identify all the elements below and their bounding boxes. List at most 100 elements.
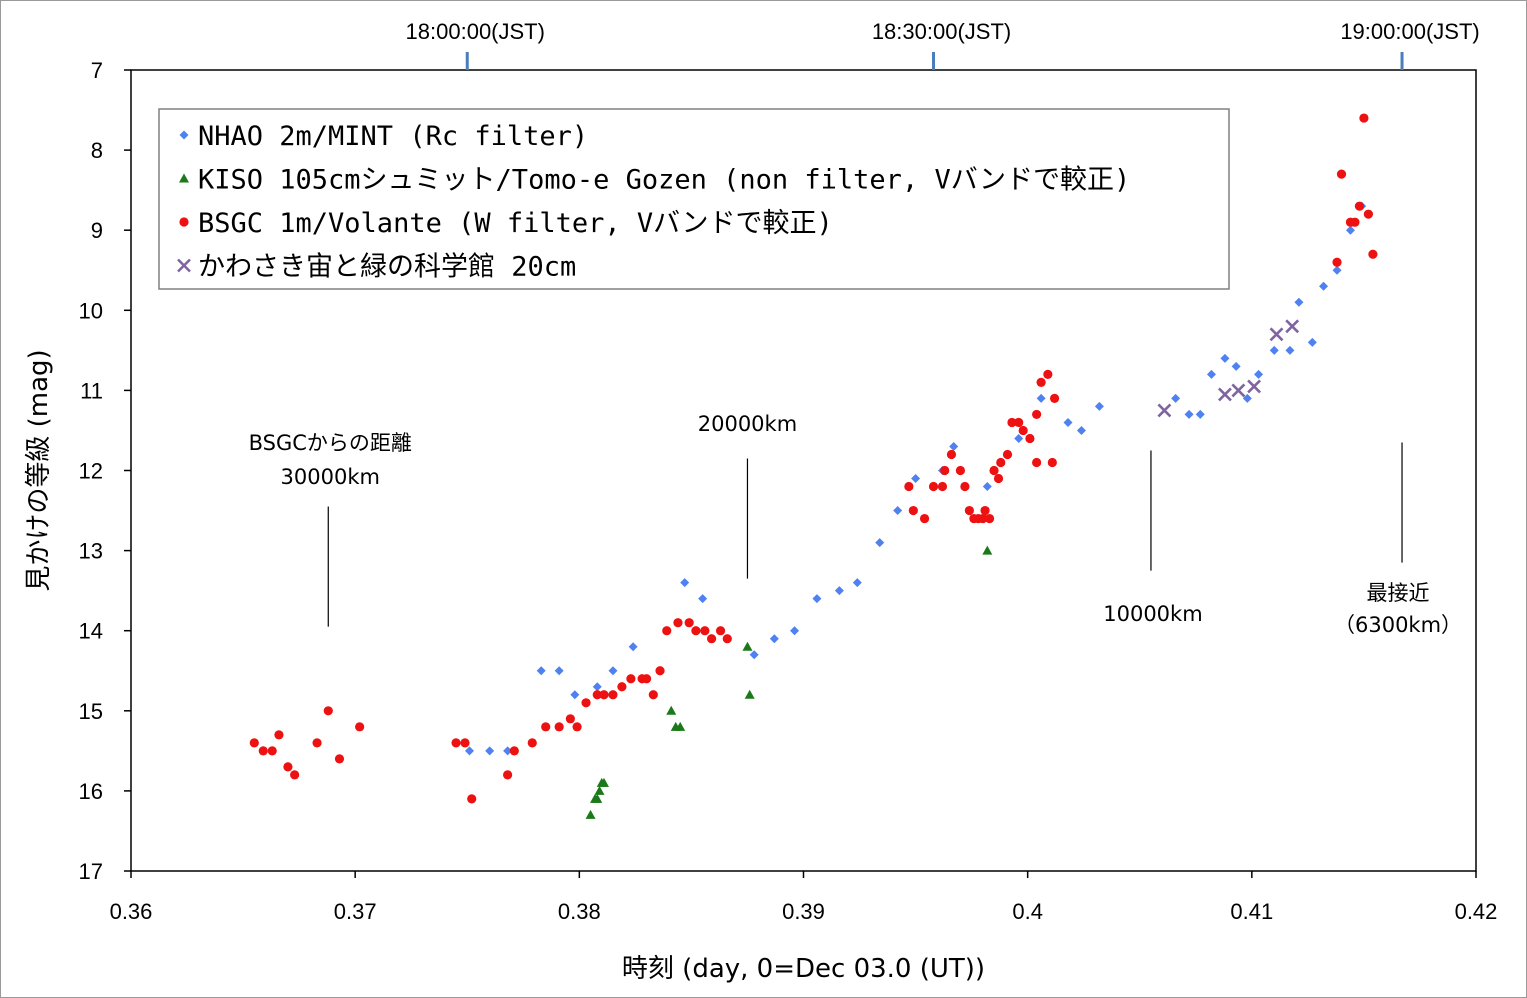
x-tick-label: 0.36 [110, 899, 153, 924]
data-point-series-1 [1242, 393, 1252, 403]
data-point-series-3 [989, 465, 999, 476]
data-point-series-1 [1076, 425, 1086, 435]
data-point-series-1 [1184, 409, 1194, 419]
data-point-series-1 [592, 682, 602, 692]
data-point-series-3 [673, 618, 683, 628]
data-point-series-3 [249, 738, 259, 748]
legend-label: かわさき宙と緑の科学館 20cm [198, 252, 576, 283]
data-point-series-2 [598, 777, 609, 787]
data-point-series-3 [599, 690, 609, 700]
data-point-series-1 [790, 626, 800, 636]
data-point-series-3 [1043, 369, 1053, 379]
data-point-series-3 [355, 722, 365, 732]
top-axis-label: 18:00:00(JST) [406, 19, 545, 44]
data-point-series-3 [648, 690, 658, 700]
data-point-series-4 [1231, 383, 1246, 398]
data-point-series-3 [655, 666, 665, 676]
data-point-series-3 [572, 722, 582, 732]
x-tick-label: 0.41 [1230, 899, 1273, 924]
x-tick-label: 0.38 [558, 899, 601, 924]
y-tick-label: 10 [79, 298, 103, 323]
data-point-series-3 [904, 481, 914, 492]
data-point-series-3 [554, 722, 564, 732]
data-point-series-2 [742, 641, 753, 651]
data-point-series-3 [691, 626, 701, 636]
data-point-series-3 [955, 465, 966, 476]
top-axis-label: 19:00:00(JST) [1340, 19, 1479, 44]
data-point-series-3 [684, 618, 694, 628]
y-tick-label: 12 [79, 459, 103, 484]
y-tick-label: 17 [79, 859, 103, 884]
data-point-series-1 [1094, 401, 1104, 411]
data-point-series-1 [464, 746, 474, 756]
data-point-series-2 [675, 721, 686, 731]
data-point-series-3 [937, 481, 948, 492]
data-point-series-3 [1336, 169, 1347, 179]
data-point-series-3 [641, 674, 652, 684]
data-point-series-1 [1332, 265, 1342, 275]
y-tick-label: 7 [91, 58, 103, 83]
data-point-series-1 [1254, 369, 1264, 379]
y-tick-label: 9 [91, 218, 103, 243]
data-point-series-3 [1359, 113, 1369, 123]
data-point-series-4 [1285, 319, 1300, 334]
x-tick-label: 0.39 [782, 899, 825, 924]
data-point-series-1 [1231, 361, 1241, 371]
data-point-series-3 [1354, 201, 1365, 211]
data-point-series-3 [509, 746, 519, 756]
data-point-series-2 [592, 793, 603, 803]
data-point-series-1 [554, 666, 564, 676]
top-axis-label: 18:30:00(JST) [872, 19, 1011, 44]
data-point-series-3 [996, 457, 1006, 468]
legend-label: NHAO 2m/MINT (Rc filter) [198, 121, 588, 152]
data-point-series-2 [594, 785, 605, 795]
data-point-series-1 [1036, 393, 1046, 403]
data-point-series-1 [982, 482, 992, 492]
data-point-series-1 [1319, 281, 1329, 291]
data-point-series-4 [1218, 387, 1232, 402]
data-point-series-3 [1047, 457, 1057, 468]
x-tick-label: 0.37 [334, 899, 377, 924]
y-tick-label: 13 [79, 539, 103, 564]
data-point-series-3 [541, 722, 551, 732]
data-point-series-3 [706, 634, 717, 644]
annotation-label: 20000km [698, 412, 797, 436]
data-point-series-3 [984, 513, 995, 524]
legend-box [158, 108, 1230, 290]
data-point-series-1 [1195, 409, 1205, 419]
x-tick-label: 0.42 [1455, 899, 1498, 924]
data-point-series-3 [1025, 433, 1035, 444]
data-point-series-3 [662, 626, 672, 636]
data-point-series-3 [290, 770, 300, 780]
annotation-label: 10000km [1103, 602, 1202, 626]
y-tick-label: 16 [79, 779, 103, 804]
data-point-series-1 [749, 650, 759, 660]
data-point-series-3 [993, 473, 1004, 484]
data-point-series-1 [503, 746, 513, 756]
data-point-series-1 [1307, 337, 1317, 347]
data-point-series-3 [617, 682, 627, 692]
x-axis-title: 時刻 (day, 0=Dec 03.0 (UT)) [622, 954, 985, 984]
y-tick-label: 14 [79, 619, 103, 644]
data-point-series-1 [628, 642, 638, 652]
legend-label: BSGC 1m/Volante (W filter, Vバンドで較正) [198, 208, 833, 239]
data-point-series-1 [608, 666, 618, 676]
data-point-series-2 [744, 689, 755, 699]
data-point-series-3 [978, 513, 988, 524]
data-point-series-1 [1294, 297, 1304, 307]
data-point-series-3 [267, 746, 277, 756]
data-point-series-1 [911, 474, 921, 484]
data-point-series-3 [1007, 417, 1017, 428]
data-point-series-1 [834, 586, 844, 596]
data-point-series-3 [565, 714, 575, 724]
data-point-series-1 [812, 594, 822, 604]
data-point-series-3 [908, 505, 918, 516]
data-point-series-3 [1036, 377, 1046, 387]
data-point-series-3 [1032, 457, 1042, 468]
data-point-series-3 [451, 738, 461, 748]
annotation-label: 30000km [281, 465, 380, 489]
data-point-series-3 [1049, 393, 1060, 404]
annotation-label: （6300km） [1334, 613, 1462, 637]
data-point-series-2 [666, 705, 677, 715]
